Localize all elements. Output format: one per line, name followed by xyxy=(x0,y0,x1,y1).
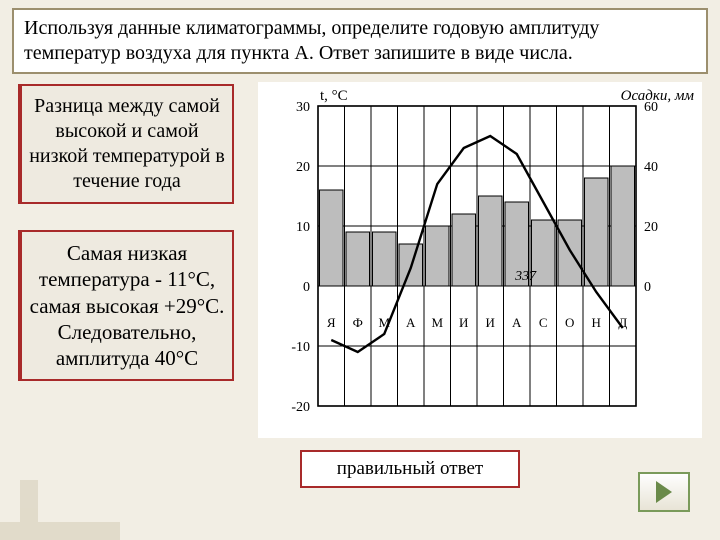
svg-text:10: 10 xyxy=(296,220,310,235)
hint-definition: Разница между самой высокой и самой низк… xyxy=(18,84,234,204)
svg-text:О: О xyxy=(565,315,574,330)
svg-text:-20: -20 xyxy=(291,400,310,415)
svg-text:-10: -10 xyxy=(291,340,310,355)
svg-text:337: 337 xyxy=(514,269,537,284)
svg-text:Ф: Ф xyxy=(353,315,363,330)
svg-text:20: 20 xyxy=(296,160,310,175)
correct-answer-label: правильный ответ xyxy=(300,450,520,488)
svg-text:0: 0 xyxy=(303,280,310,295)
svg-text:И: И xyxy=(459,315,468,330)
svg-text:А: А xyxy=(406,315,416,330)
climatogram-chart: ЯФМАМИИАСОНД337-20-1001020300204060t, °C… xyxy=(258,82,702,438)
svg-text:20: 20 xyxy=(644,220,658,235)
decorative-corner xyxy=(0,470,120,540)
svg-text:40: 40 xyxy=(644,160,658,175)
chevron-right-icon xyxy=(656,481,672,503)
svg-text:Я: Я xyxy=(327,315,336,330)
next-button[interactable] xyxy=(638,472,690,512)
hint-solution: Самая низкая температура - 11°С, самая в… xyxy=(18,230,234,381)
svg-text:0: 0 xyxy=(644,280,651,295)
svg-text:Н: Н xyxy=(592,315,601,330)
svg-text:30: 30 xyxy=(296,100,310,115)
question-text: Используя данные климатограммы, определи… xyxy=(12,8,708,74)
svg-text:С: С xyxy=(539,315,548,330)
svg-text:И: И xyxy=(486,315,495,330)
svg-text:А: А xyxy=(512,315,522,330)
svg-text:t, °C: t, °C xyxy=(320,88,348,104)
svg-text:М: М xyxy=(431,315,443,330)
svg-text:Осадки, мм: Осадки, мм xyxy=(621,88,695,104)
